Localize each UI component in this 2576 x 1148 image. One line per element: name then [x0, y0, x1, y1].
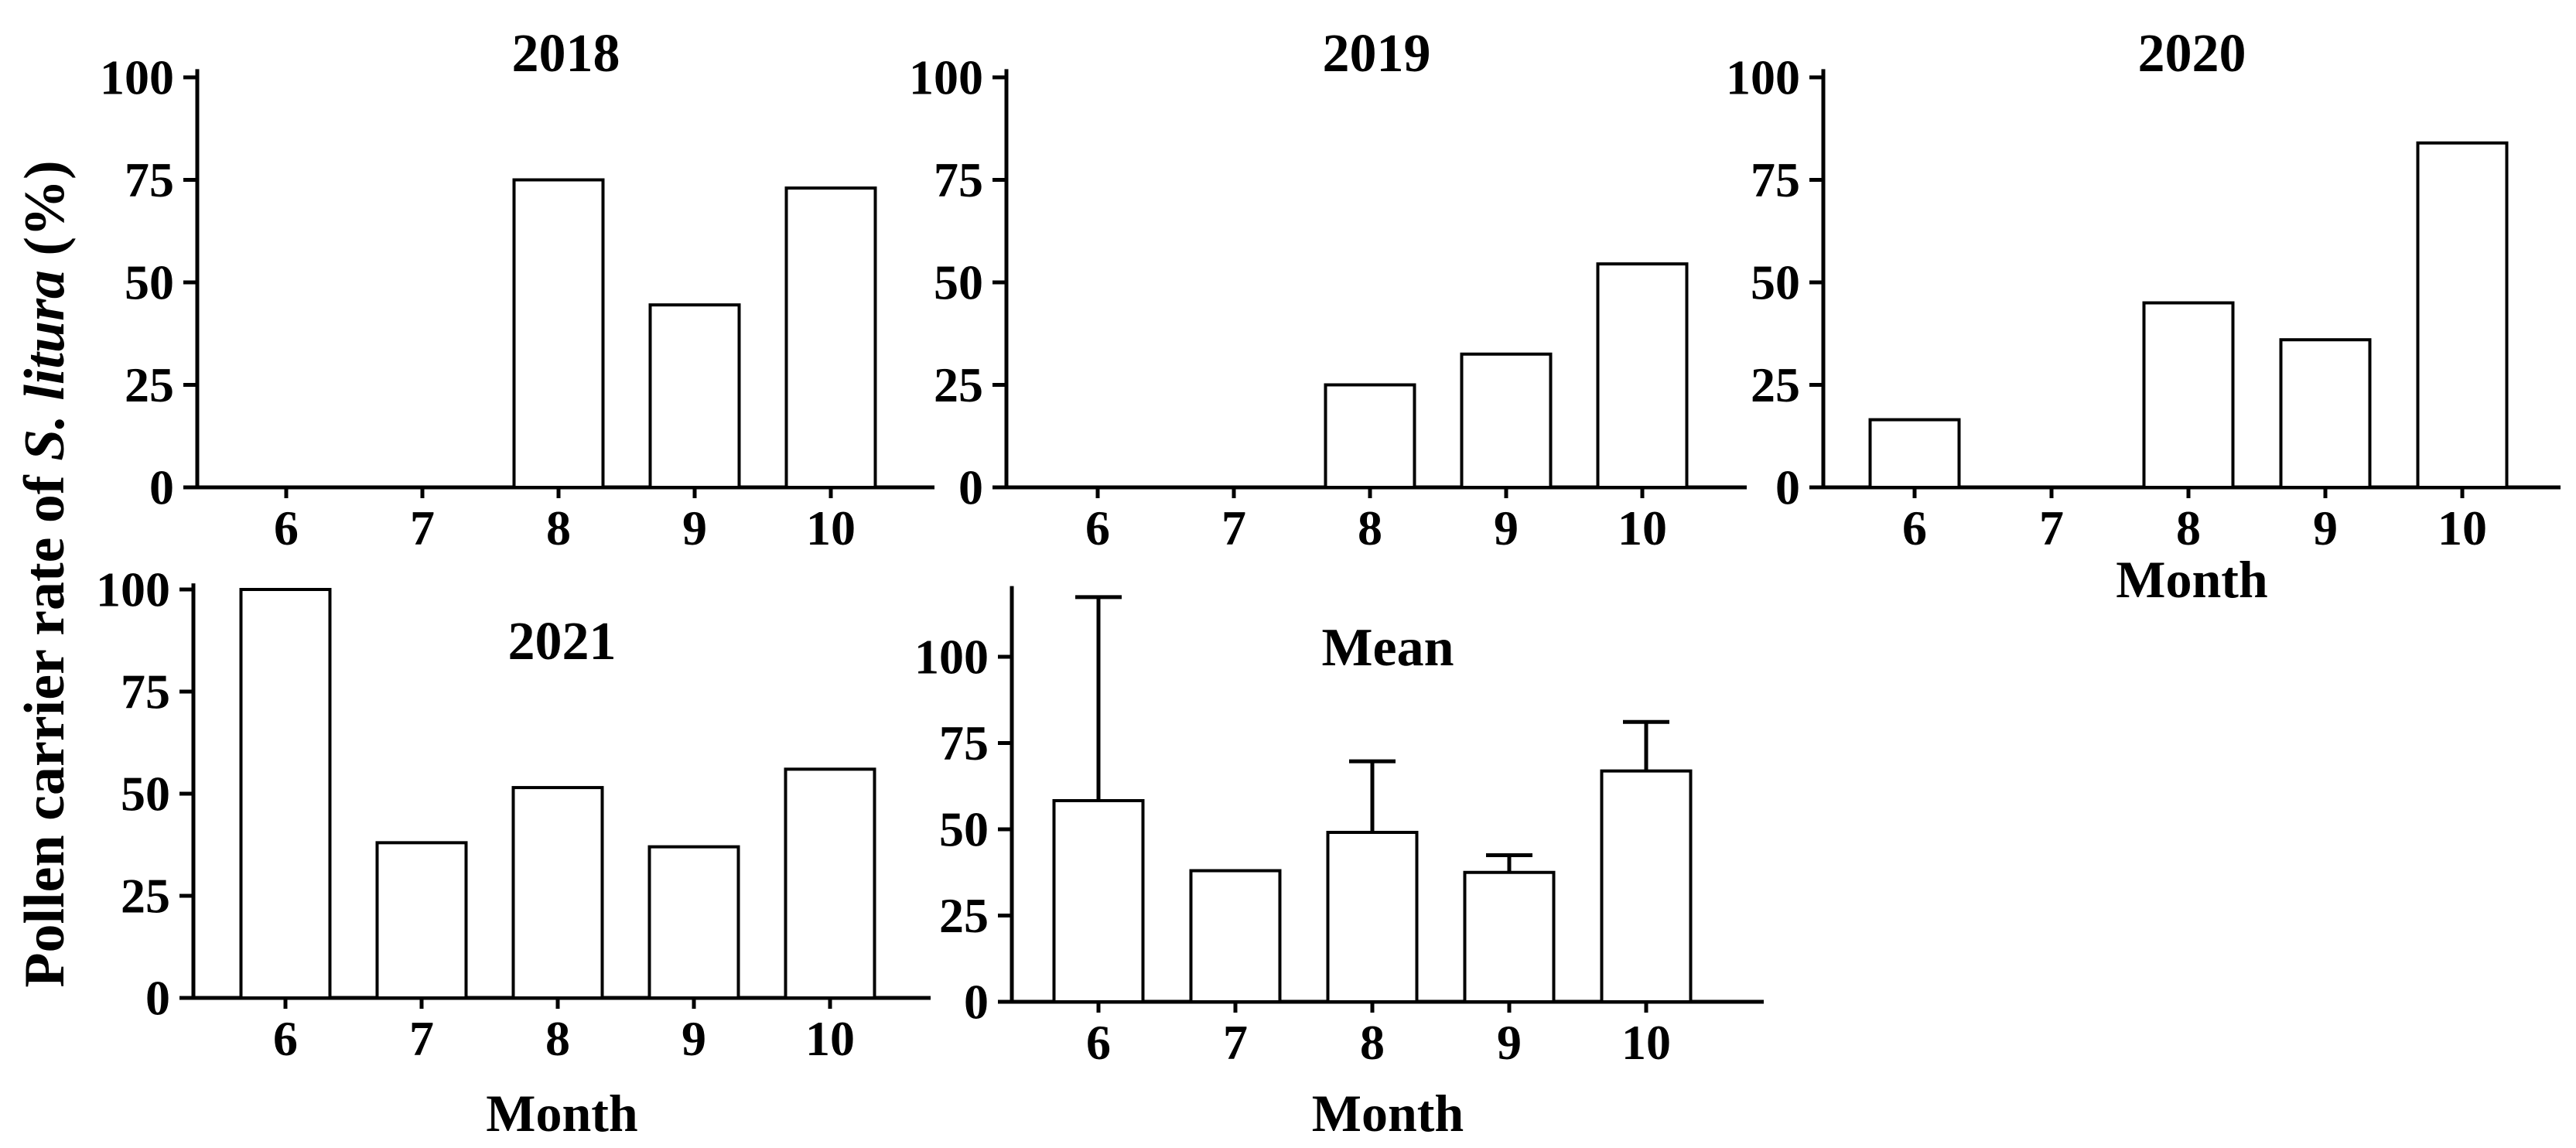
- x-tick-label: 6: [1902, 501, 1927, 555]
- chart-title: Mean: [1321, 618, 1454, 678]
- x-tick-label: 9: [2313, 501, 2338, 555]
- x-tick-label: 10: [2438, 501, 2487, 555]
- y-tick-label: 100: [914, 630, 989, 685]
- x-tick-label: 8: [546, 501, 571, 555]
- y-tick-label: 50: [121, 767, 170, 822]
- x-tick-label: 10: [1621, 1015, 1671, 1070]
- y-axis-label-prefix: Pollen carrier rate of: [13, 460, 77, 988]
- x-tick-label: 9: [682, 501, 707, 555]
- y-tick-label: 50: [125, 255, 174, 310]
- y-tick-label: 100: [100, 50, 174, 105]
- bar-month-10: [1596, 262, 1689, 489]
- y-tick-label: 75: [121, 665, 170, 719]
- chart-Mean: 0 25 50 75 100 6 7 8 9 10 Mean Month: [914, 586, 1764, 1143]
- x-axis-title: Month: [486, 1084, 637, 1143]
- y-tick-label: 25: [121, 869, 170, 924]
- x-tick-label: 6: [1085, 501, 1110, 555]
- bar-month-9: [648, 303, 741, 489]
- y-tick-label: 50: [934, 255, 983, 310]
- x-tick-label: 8: [2176, 501, 2201, 555]
- bar-month-10: [784, 186, 877, 489]
- chart-2020: 0 25 50 75 100 6 7 8 9 10 2020 Month: [1726, 24, 2561, 609]
- x-tick-label: 9: [1497, 1015, 1522, 1070]
- bar-month-9: [647, 845, 740, 1000]
- x-tick-label: 8: [1358, 501, 1382, 555]
- bar-month-8: [511, 786, 604, 1000]
- bar-month-10: [2416, 141, 2509, 490]
- x-tick-label: 7: [1223, 1015, 1248, 1070]
- x-axis-title: Month: [2116, 550, 2267, 609]
- bar-month-6: [1868, 418, 1961, 489]
- chart-title: 2021: [508, 612, 617, 671]
- x-tick-label: 10: [805, 1011, 855, 1066]
- y-tick-label: 100: [96, 562, 170, 617]
- bar-month-9: [2279, 338, 2372, 490]
- y-tick-label: 100: [909, 50, 983, 105]
- chart-2021: 0 25 50 75 100 6 7 8 9 10 2021 Month: [96, 562, 931, 1143]
- y-axis-label-species: S. litura: [13, 270, 77, 461]
- y-tick-label: 100: [1726, 50, 1800, 105]
- y-tick-label: 0: [145, 971, 170, 1026]
- chart-title: 2019: [1323, 24, 1431, 84]
- x-tick-label: 7: [2039, 501, 2064, 555]
- bar-month-7: [1189, 869, 1282, 1004]
- y-tick-label: 0: [958, 460, 983, 515]
- x-axis-title: Month: [1312, 1084, 1464, 1143]
- x-tick-label: 9: [1494, 501, 1519, 555]
- y-axis-label-suffix: (%): [13, 160, 77, 271]
- y-tick-label: 75: [939, 716, 989, 770]
- x-tick-label: 6: [1086, 1015, 1111, 1070]
- y-tick-label: 75: [125, 152, 174, 207]
- chart-title: 2020: [2138, 24, 2246, 84]
- bar-month-6: [1052, 798, 1145, 1004]
- x-tick-label: 7: [409, 1011, 434, 1066]
- y-tick-label: 50: [1751, 255, 1800, 310]
- x-tick-label: 6: [274, 501, 299, 555]
- chart-2019: 0 25 50 75 100 6 7 8 9 10 2019: [909, 24, 1747, 555]
- y-tick-label: 50: [939, 802, 989, 857]
- y-tick-label: 25: [939, 888, 989, 943]
- y-tick-label: 25: [1751, 357, 1800, 412]
- y-axis-label: Pollen carrier rate of S. litura (%): [6, 0, 84, 1148]
- bar-month-6: [239, 588, 332, 999]
- bar-month-9: [1460, 352, 1553, 489]
- y-tick-label: 75: [934, 152, 983, 207]
- bar-month-8: [1326, 831, 1419, 1004]
- x-tick-label: 9: [682, 1011, 706, 1066]
- y-tick-label: 0: [964, 975, 989, 1030]
- y-tick-label: 0: [149, 460, 174, 515]
- x-tick-label: 10: [806, 501, 856, 555]
- chart-2018: 0 25 50 75 100 6 7 8 9 10 2018: [100, 24, 934, 555]
- y-tick-label: 25: [125, 357, 174, 412]
- x-tick-label: 8: [1360, 1015, 1385, 1070]
- bar-month-8: [512, 178, 605, 489]
- y-tick-label: 25: [934, 357, 983, 412]
- x-tick-label: 10: [1618, 501, 1667, 555]
- y-tick-label: 75: [1751, 152, 1800, 207]
- bar-month-8: [1324, 383, 1416, 489]
- bar-month-10: [784, 767, 876, 999]
- bar-month-7: [375, 841, 468, 999]
- chart-title: 2018: [512, 24, 620, 84]
- bar-month-8: [2142, 301, 2235, 489]
- bar-month-10: [1600, 769, 1693, 1003]
- x-tick-label: 7: [1221, 501, 1246, 555]
- x-tick-label: 7: [410, 501, 435, 555]
- bar-month-9: [1463, 870, 1556, 1003]
- y-tick-label: 0: [1775, 460, 1800, 515]
- x-tick-label: 8: [545, 1011, 570, 1066]
- x-tick-label: 6: [273, 1011, 298, 1066]
